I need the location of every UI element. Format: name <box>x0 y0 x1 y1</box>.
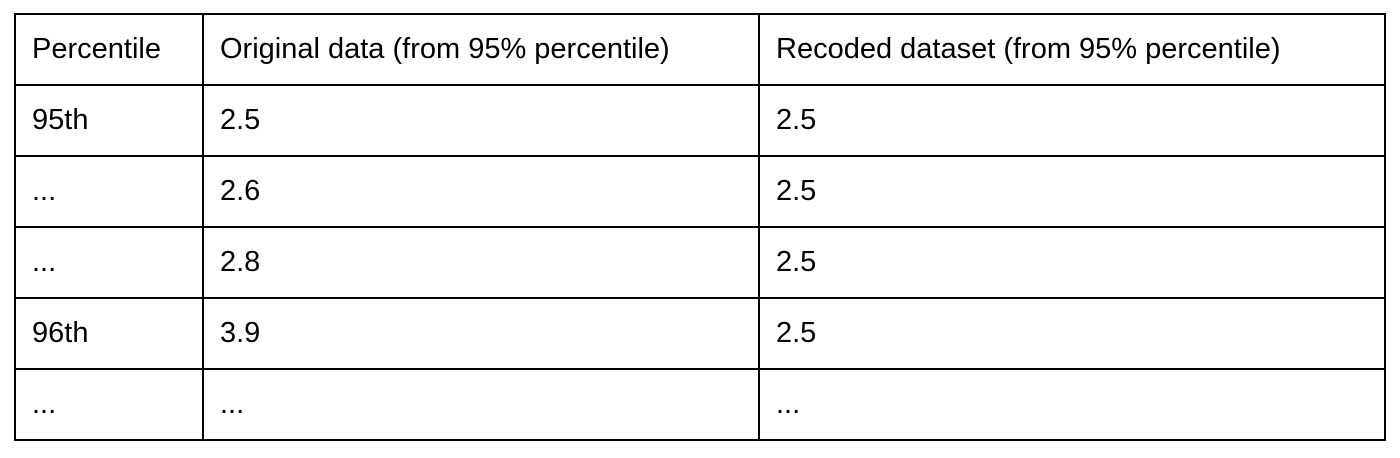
cell-original: ... <box>202 368 760 441</box>
table-header-row: Percentile Original data (from 95% perce… <box>14 13 1386 86</box>
table-row: 96th 3.9 2.5 <box>14 297 1386 370</box>
cell-original: 2.5 <box>202 84 760 157</box>
cell-percentile: 96th <box>14 297 204 370</box>
table-row: ... 2.8 2.5 <box>14 226 1386 299</box>
header-recoded-dataset: Recoded dataset (from 95% percentile) <box>758 13 1386 86</box>
cell-original: 2.8 <box>202 226 760 299</box>
cell-original: 3.9 <box>202 297 760 370</box>
cell-original: 2.6 <box>202 155 760 228</box>
cell-recoded: 2.5 <box>758 84 1386 157</box>
cell-recoded: 2.5 <box>758 226 1386 299</box>
table-row: 95th 2.5 2.5 <box>14 84 1386 157</box>
percentile-table: Percentile Original data (from 95% perce… <box>14 13 1386 441</box>
cell-recoded: 2.5 <box>758 155 1386 228</box>
header-percentile: Percentile <box>14 13 204 86</box>
cell-recoded: 2.5 <box>758 297 1386 370</box>
cell-percentile: ... <box>14 226 204 299</box>
header-original-data: Original data (from 95% percentile) <box>202 13 760 86</box>
cell-percentile: ... <box>14 368 204 441</box>
table-row: ... ... ... <box>14 368 1386 441</box>
cell-percentile: 95th <box>14 84 204 157</box>
cell-percentile: ... <box>14 155 204 228</box>
table-row: ... 2.6 2.5 <box>14 155 1386 228</box>
cell-recoded: ... <box>758 368 1386 441</box>
